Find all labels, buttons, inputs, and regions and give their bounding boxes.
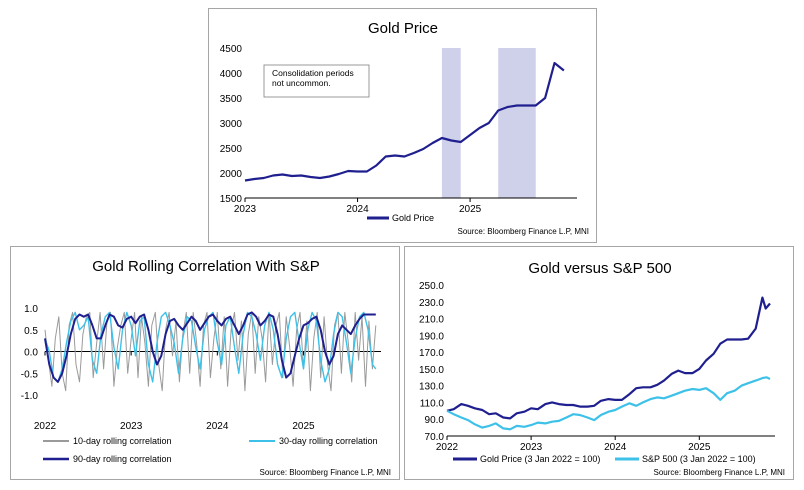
x-tick-label: 2025 <box>292 421 315 432</box>
legend-label-30d: 30-day rolling correlation <box>279 436 378 446</box>
y-tick-label: 250.0 <box>419 281 444 292</box>
rolling-correlation-chart: Gold Rolling Correlation With S&P 1.0 0.5… <box>21 258 391 477</box>
y-tick-label: 230.0 <box>419 298 444 309</box>
x-tick-label: 2024 <box>604 442 627 453</box>
series-line-sp500 <box>446 376 771 431</box>
annotation-box <box>263 64 370 98</box>
annotation-line-1: Consolidation periods <box>272 68 354 78</box>
y-tick-label: 1500 <box>220 194 243 205</box>
y-tick-label: 170.0 <box>419 348 444 359</box>
series-line-10d <box>44 311 377 392</box>
gold-price-panel: Gold Price 4500 4000 3500 3000 2500 2000 1500 2… <box>208 8 597 243</box>
chart-title: Gold versus S&P 500 <box>528 260 671 277</box>
y-tick-label: 70.0 <box>425 432 445 443</box>
y-tick-label: 1.0 <box>24 304 38 315</box>
y-tick-label: -0.5 <box>21 369 39 380</box>
chart-title: Gold Rolling Correlation With S&P <box>92 258 320 275</box>
x-tick-label: 2022 <box>34 421 57 432</box>
x-tick-label: 2022 <box>436 442 459 453</box>
shaded-period-2 <box>498 48 536 198</box>
y-tick-label: 2500 <box>220 144 243 155</box>
legend-label-gold: Gold Price (3 Jan 2022 = 100) <box>480 454 600 464</box>
source-note: Source: Bloomberg Finance L.P, MNI <box>458 227 589 236</box>
y-tick-label: 3000 <box>220 119 243 130</box>
gold-vs-sp500-panel: Gold versus S&P 500 250.0 230.0 210.0 190.0… <box>404 246 794 480</box>
x-tick-label: 2025 <box>459 204 482 215</box>
series-line-90d <box>44 311 376 383</box>
legend-label-90d: 90-day rolling correlation <box>73 454 172 464</box>
chart-title: Gold Price <box>368 20 438 37</box>
legend-label-sp500: S&P 500 (3 Jan 2022 = 100) <box>642 454 756 464</box>
y-tick-label: 0.5 <box>24 326 38 337</box>
series-line-gold <box>446 296 771 420</box>
y-tick-label: 3500 <box>220 94 243 105</box>
x-tick-label: 2023 <box>120 421 143 432</box>
legend-label-gold: Gold Price <box>392 213 434 223</box>
y-tick-label: 4500 <box>220 44 243 55</box>
annotation-line-2: not uncommon. <box>272 78 331 88</box>
y-tick-label: 210.0 <box>419 315 444 326</box>
y-tick-label: 110.0 <box>420 398 445 409</box>
source-note: Source: Bloomberg Finance L.P, MNI <box>654 468 785 477</box>
x-tick-label: 2023 <box>520 442 543 453</box>
source-note: Source: Bloomberg Finance L.P, MNI <box>260 468 391 477</box>
rolling-correlation-panel: Gold Rolling Correlation With S&P 1.0 0.5… <box>10 246 400 480</box>
shaded-period-1 <box>441 48 461 198</box>
x-tick-label: 2025 <box>688 442 711 453</box>
gold-vs-sp500-chart: Gold versus S&P 500 250.0 230.0 210.0 190.0… <box>419 260 785 477</box>
y-tick-label: 0.0 <box>24 348 38 359</box>
y-tick-label: -1.0 <box>21 391 39 402</box>
x-tick-label: 2024 <box>346 204 369 215</box>
x-tick-label: 2023 <box>234 204 257 215</box>
y-tick-label: 4000 <box>220 69 243 80</box>
y-tick-label: 2000 <box>220 169 243 180</box>
gold-price-chart: Gold Price 45004000350030002500200015002… <box>220 20 589 236</box>
y-tick-label: 150.0 <box>419 365 444 376</box>
series-line-gold-price <box>244 61 565 182</box>
y-tick-label: 90.0 <box>425 415 445 426</box>
y-tick-label: 190.0 <box>419 331 444 342</box>
legend-label-10d: 10-day rolling correlation <box>73 436 172 446</box>
y-tick-label: 130.0 <box>419 382 444 393</box>
x-tick-label: 2024 <box>206 421 229 432</box>
